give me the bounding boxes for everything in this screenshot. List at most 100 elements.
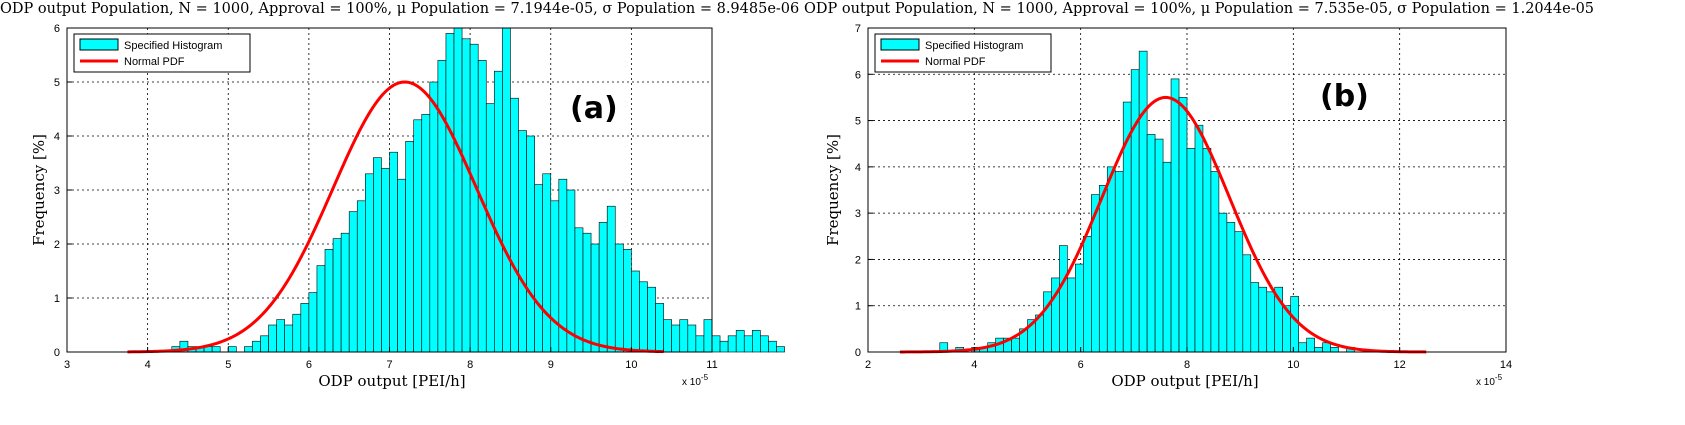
x-tick-label: 8 [1184, 359, 1190, 371]
histogram-bar [373, 157, 382, 353]
histogram-bar [348, 211, 358, 353]
histogram-bar [1059, 245, 1068, 353]
x-tick-label: 2 [865, 359, 871, 371]
histogram-bar [1306, 337, 1315, 353]
histogram-bar [413, 119, 423, 353]
legend-pdf-label: Normal PDF [925, 56, 986, 68]
histogram-bar [332, 238, 342, 353]
histogram-bar [1162, 161, 1172, 353]
x-tick-label: 4 [971, 359, 977, 371]
histogram-bar [1067, 277, 1076, 353]
x-tick-label: 6 [306, 359, 312, 371]
histogram-bar [534, 184, 543, 353]
histogram-bar [647, 286, 656, 353]
histogram-bar [405, 141, 414, 353]
histogram-bar [1098, 185, 1108, 353]
x-tick-label: 10 [1287, 359, 1299, 371]
histogram-bar [1075, 263, 1084, 353]
histogram-bar [518, 130, 527, 353]
histogram-bar [1322, 342, 1331, 353]
legend: Specified Histogram Normal PDF [73, 33, 251, 73]
x-multiplier-exponent: -5 [701, 373, 709, 382]
x-tick-label: 3 [64, 359, 70, 371]
legend-pdf-label: Normal PDF [124, 56, 185, 68]
x-tick-label: 11 [706, 359, 717, 371]
y-tick-label: 7 [855, 23, 861, 35]
histogram-bar [1170, 78, 1180, 353]
histogram-bar [453, 27, 463, 353]
x-tick-label: 6 [1078, 359, 1084, 371]
histogram-bar [1106, 166, 1116, 353]
x-tick-label: 7 [386, 359, 392, 371]
histogram-bar [429, 81, 439, 353]
legend-histogram-swatch [79, 38, 119, 51]
histogram-bar [1011, 337, 1020, 353]
panel-a: ODP output Population, N = 1000, Approva… [0, 1, 799, 390]
y-tick-label: 5 [855, 116, 861, 128]
chart-title: ODP output Population, N = 1000, Approva… [0, 1, 799, 17]
x-multiplier-exponent: -5 [1495, 373, 1503, 382]
y-tick-label: 2 [855, 254, 861, 266]
histogram-bar [244, 346, 253, 353]
y-tick-label: 5 [54, 77, 60, 89]
histogram-bar [1178, 97, 1188, 353]
histogram-bar [671, 324, 681, 353]
histogram-bar [1314, 347, 1323, 353]
histogram-bar [389, 151, 398, 353]
histogram-bar [1290, 296, 1299, 353]
histogram-bar [566, 189, 576, 353]
histogram-bar [437, 60, 447, 353]
histogram-bar [623, 249, 632, 353]
x-tick-label: 14 [1500, 359, 1512, 371]
histogram-bar [703, 319, 713, 353]
histogram-bar [1234, 231, 1244, 353]
panel-label: (b) [1320, 79, 1369, 114]
histogram-bar [727, 335, 737, 353]
legend: Specified Histogram Normal PDF [874, 33, 1052, 73]
y-tick-label: 1 [855, 301, 861, 313]
histogram-bar [760, 335, 769, 353]
histogram-bar [1330, 347, 1339, 353]
histogram-bar [1218, 212, 1228, 353]
histogram-bar [574, 227, 584, 353]
histogram-bar [381, 168, 390, 353]
histogram-bar [1194, 124, 1204, 353]
histogram-bar [639, 281, 648, 353]
x-multiplier-base: x 10 [682, 377, 701, 388]
histogram-bar [695, 335, 705, 353]
y-tick-label: 3 [54, 185, 60, 197]
x-multiplier: x 10-5 [1476, 373, 1503, 388]
y-tick-label: 6 [54, 23, 60, 35]
histogram-bar [227, 346, 237, 353]
histogram-bar [461, 38, 471, 353]
histogram-bar [1210, 171, 1220, 353]
histogram-bar [631, 270, 640, 353]
histogram-bar [308, 292, 318, 353]
x-axis-label: ODP output [PEI/h] [318, 372, 465, 390]
histogram-bar [614, 243, 624, 353]
x-multiplier: x 10-5 [682, 373, 709, 388]
histogram-bar [268, 324, 277, 353]
panel-label: (a) [570, 91, 618, 126]
histogram-bar [752, 330, 761, 353]
histogram-bar [526, 135, 535, 353]
legend-histogram-swatch [880, 38, 920, 51]
histogram-bar [316, 265, 326, 353]
histogram-bar [1186, 148, 1196, 353]
histogram-bar [768, 340, 777, 353]
histogram-bar [687, 324, 697, 353]
x-tick-label: 8 [467, 359, 473, 371]
y-axis-label: Frequency [%] [824, 134, 842, 246]
normal-pdf-curve [899, 95, 1427, 354]
y-tick-label: 2 [54, 239, 60, 251]
histogram-bar [590, 243, 600, 353]
histogram-bar [776, 346, 785, 353]
x-tick-label: 12 [1394, 359, 1406, 371]
histogram-bar [211, 346, 221, 353]
histogram-bar [300, 303, 310, 353]
panel-b: ODP output Population, N = 1000, Approva… [804, 1, 1594, 390]
histogram-bar [1298, 342, 1307, 353]
histogram-bar [1114, 171, 1124, 353]
histogram-bar [1250, 282, 1260, 353]
